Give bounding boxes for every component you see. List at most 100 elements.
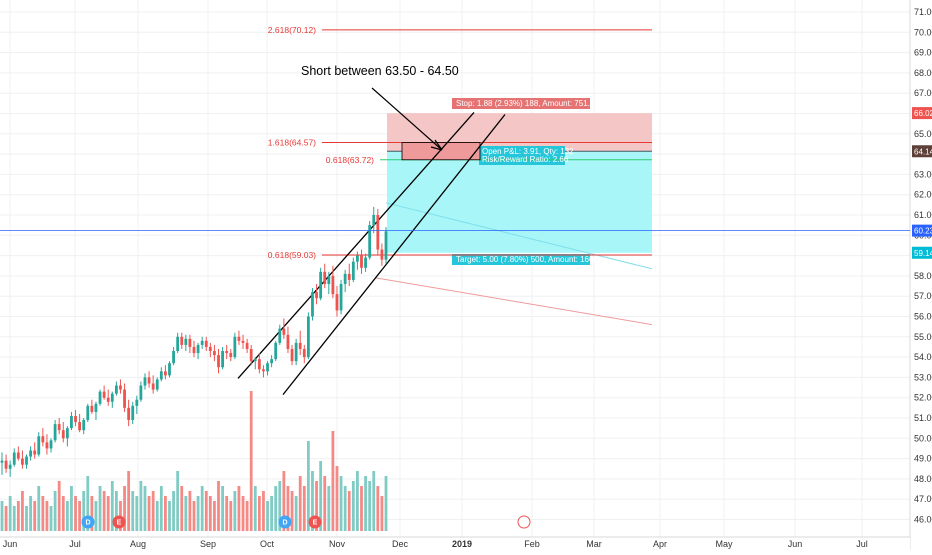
- candle-body: [25, 456, 28, 465]
- fib-extension-levels[interactable]: 2.618(70.12) 1.618(64.57) 0.618(63.72) 0.61…: [268, 25, 652, 260]
- grid: [0, 0, 910, 537]
- dividend-marker-icon[interactable]: [278, 515, 292, 529]
- event-marker-letter: D: [85, 520, 90, 527]
- volume-bar: [61, 496, 65, 531]
- candle-body: [114, 385, 118, 394]
- candle-body: [360, 255, 363, 268]
- candle-body: [343, 273, 347, 285]
- volume-bar: [49, 506, 53, 531]
- time-tick-label: Jun: [788, 539, 803, 549]
- volume-bar: [192, 501, 196, 531]
- projection-line-lower: [375, 277, 653, 326]
- time-axis[interactable]: Jun Jul Aug Sep Oct Nov Dec 2019 Feb Mar Apr May Jun…: [0, 536, 910, 550]
- price-tick-label: 47.00: [914, 494, 932, 504]
- candle-body: [294, 342, 298, 362]
- candle-body: [257, 359, 261, 370]
- arrow-shaft[interactable]: [371, 87, 443, 151]
- time-tick-label: 2019: [452, 539, 472, 549]
- time-tick-label: Aug: [130, 539, 146, 549]
- volume-bar: [335, 466, 339, 531]
- candle-body: [41, 436, 45, 443]
- volume-bar: [155, 501, 159, 531]
- price-tick-label: 56.00: [914, 312, 932, 322]
- price-axis-label: 60.23: [914, 227, 932, 236]
- drawings[interactable]: [237, 87, 506, 396]
- volume-bar: [57, 481, 61, 531]
- candle-body: [4, 460, 8, 469]
- volume-bar: [200, 486, 204, 531]
- candle-body: [221, 351, 224, 368]
- candle-body: [274, 342, 278, 360]
- volume-bar: [245, 501, 249, 531]
- candle-body: [143, 377, 147, 386]
- candle-body: [65, 428, 69, 439]
- volume-bar: [33, 501, 37, 531]
- candle-body: [131, 405, 135, 421]
- volume-bar: [286, 486, 290, 531]
- price-tick-label: 61.00: [914, 210, 932, 220]
- volume-bar: [278, 481, 282, 531]
- candle-body: [327, 275, 331, 285]
- volume-bar: [98, 486, 102, 531]
- volume-bar: [106, 496, 110, 531]
- entry-zone-box[interactable]: [401, 142, 481, 161]
- volume-bar: [225, 496, 229, 531]
- candle-body: [253, 359, 257, 362]
- candle-body: [323, 271, 327, 285]
- earnings-marker-icon[interactable]: [308, 515, 322, 529]
- volume-bar: [204, 491, 208, 531]
- candle-body: [225, 351, 229, 354]
- volume-bar: [29, 496, 32, 531]
- volume-bar: [343, 486, 347, 531]
- candle-body: [217, 355, 220, 368]
- dividend-marker-icon[interactable]: [81, 515, 95, 529]
- volume-bar: [253, 486, 257, 531]
- price-tick-label: 68.00: [914, 68, 932, 78]
- candle-body: [135, 399, 139, 406]
- candles: [0, 206, 388, 477]
- channel-lower-line[interactable]: [282, 114, 506, 396]
- candle-body: [319, 271, 323, 299]
- candle-body: [339, 284, 343, 311]
- candle-body: [82, 420, 86, 431]
- volume-bar: [319, 461, 323, 531]
- time-tick-label: Jul: [856, 539, 868, 549]
- price-tick-label: 69.00: [914, 48, 932, 58]
- earnings-marker-icon[interactable]: [112, 515, 126, 529]
- price-tick-label: 49.00: [914, 454, 932, 464]
- candle-body: [176, 336, 180, 352]
- candle-body: [94, 403, 98, 412]
- target-label: Target: 5.00 (7.80%) 500, Amount: 1660: [456, 255, 598, 264]
- volume-bar: [331, 431, 335, 531]
- candle-body: [188, 338, 192, 347]
- earnings-marker-icon[interactable]: [517, 515, 531, 529]
- volume-bar: [74, 496, 77, 531]
- candle-body: [147, 377, 151, 384]
- candle-body: [21, 458, 24, 465]
- volume-bar: [12, 506, 16, 531]
- channel-upper-line[interactable]: [237, 112, 475, 379]
- volume-bar: [21, 491, 24, 531]
- stop-label-bg: [452, 98, 590, 109]
- volume-bar: [159, 486, 163, 531]
- price-tick-label: 65.00: [914, 129, 932, 139]
- annotation-text[interactable]: Short between 63.50 - 64.50: [301, 64, 459, 78]
- price-axis-label-bg: [912, 246, 932, 259]
- short-position-tool[interactable]: [375, 98, 653, 326]
- price-tick-label: 48.00: [914, 474, 932, 484]
- volume-bar: [139, 481, 143, 531]
- candle-body: [102, 391, 106, 398]
- volume-bar: [102, 491, 106, 531]
- candle-body: [16, 452, 20, 459]
- candle-body: [302, 348, 306, 358]
- candle-body: [356, 255, 359, 262]
- price-axis-label-bg: [912, 107, 932, 120]
- event-marker-letter: E: [522, 520, 527, 527]
- time-tick-label: Nov: [329, 539, 346, 549]
- candle-body: [315, 292, 318, 299]
- candle-body: [180, 336, 184, 345]
